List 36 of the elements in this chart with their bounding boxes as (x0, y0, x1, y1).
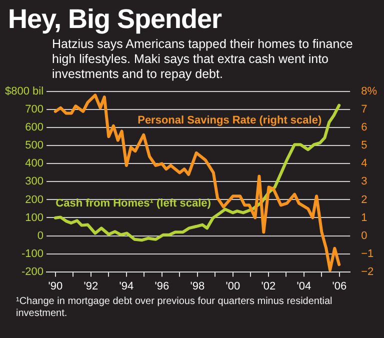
series-label: Cash from Homes¹ (left scale) (56, 197, 212, 210)
x-tick-label: '04 (296, 280, 312, 292)
x-tick-label: '96 (154, 280, 170, 292)
y2-tick-label: 1 (361, 212, 368, 224)
y-tick-label: 400 (25, 158, 44, 170)
y-tick-label: 700 (25, 104, 44, 116)
y2-tick-label: 8% (361, 86, 378, 98)
y2-tick-label: 4 (361, 158, 368, 170)
y2-tick-label: 7 (361, 104, 368, 116)
x-tick-label: '90 (48, 280, 63, 292)
y-tick-label: 200 (25, 194, 44, 206)
text: ¹Change in mortgage debt over previous four quarters minus residential investment. (15, 296, 334, 320)
chart-title: Hey, Big Spender (7, 3, 223, 35)
y-tick-label: 300 (25, 176, 44, 188)
y2-tick-label: 3 (361, 176, 368, 188)
y2-tick-label: 0 (361, 230, 368, 242)
y2-tick-label: −1 (361, 248, 374, 260)
x-tick-label: '06 (332, 280, 347, 292)
y-tick-label: 0 (37, 230, 44, 242)
x-tick-label: '00 (226, 280, 240, 292)
x-tick-label: '94 (119, 280, 134, 292)
y2-tick-label: 5 (361, 140, 368, 152)
series-label: Personal Savings Rate (right scale) (138, 114, 322, 126)
y2-tick-label: 2 (361, 194, 368, 206)
x-tick-label: '92 (84, 280, 98, 292)
x-tick-label: '98 (190, 280, 205, 292)
y-tick-label: $800 bil (4, 86, 44, 98)
y2-tick-label: −2 (361, 266, 374, 278)
y-tick-label: -100 (22, 248, 44, 260)
x-tick-label: '02 (261, 280, 276, 292)
y2-tick-label: 6 (361, 122, 368, 134)
y-tick-label: -200 (22, 266, 44, 278)
y-tick-label: 500 (25, 140, 44, 152)
y-tick-label: 100 (25, 212, 44, 224)
y-tick-label: 600 (25, 122, 44, 134)
chart-subtitle: Hatzius says Americans tapped their homes to finance high lifestyles. Maki says that extra cash went into investments and to repay debt. (51, 36, 354, 82)
